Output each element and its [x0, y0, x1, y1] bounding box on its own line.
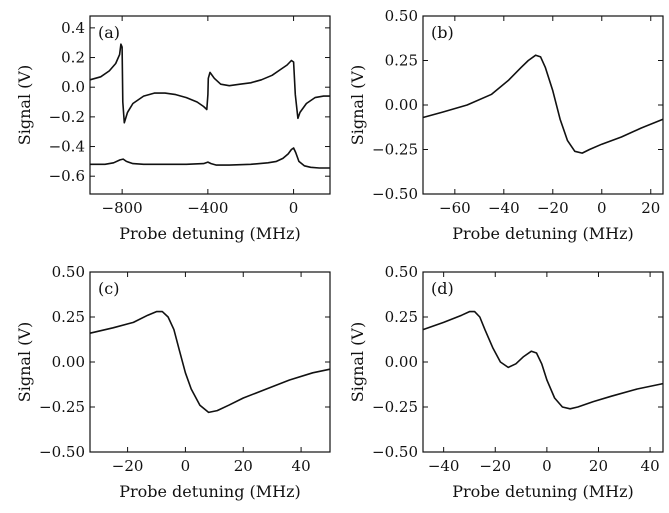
plot-frame-c — [90, 272, 330, 452]
plot-frame-d — [423, 272, 663, 452]
y-tick-label-a: −0.4 — [49, 138, 85, 156]
y-tick-label-c: 0.25 — [52, 308, 85, 326]
y-tick-label-a: −0.6 — [49, 167, 85, 185]
x-axis-label-d: Probe detuning (MHz) — [452, 482, 634, 501]
y-axis-label-c: Signal (V) — [15, 322, 34, 402]
y-axis-label-d: Signal (V) — [348, 322, 367, 402]
y-tick-label-b: −0.50 — [372, 185, 418, 203]
y-tick-label-a: −0.2 — [49, 108, 85, 126]
series-line-a-1 — [90, 44, 330, 123]
x-tick-label-d: 0 — [542, 457, 552, 475]
x-tick-label-b: 0 — [597, 199, 607, 217]
panel-label-d: (d) — [431, 279, 454, 298]
y-tick-label-d: −0.50 — [372, 443, 418, 461]
panel-label-a: (a) — [98, 23, 120, 42]
x-tick-label-d: 20 — [589, 457, 608, 475]
y-tick-label-d: 0.25 — [385, 308, 418, 326]
x-tick-label-a: −400 — [187, 199, 228, 217]
y-axis-label-b: Signal (V) — [348, 65, 367, 145]
series-line-b-1 — [423, 55, 663, 153]
series-line-d-1 — [423, 312, 663, 409]
x-tick-label-c: −20 — [112, 457, 144, 475]
plot-frame-b — [423, 16, 663, 194]
y-axis-label-a: Signal (V) — [15, 65, 34, 145]
x-tick-label-a: −800 — [102, 199, 143, 217]
y-tick-label-a: 0.2 — [61, 49, 85, 67]
panel-c: −20 0 20 40 0.50 0.25 0.00 −0.25 −0.50 Probe detu… — [15, 263, 330, 501]
panel-label-c: (c) — [98, 279, 119, 298]
x-axis-label-b: Probe detuning (MHz) — [452, 224, 634, 243]
x-tick-label-a: 0 — [289, 199, 299, 217]
y-tick-label-d: −0.25 — [372, 398, 418, 416]
y-tick-label-a: 0.4 — [61, 19, 85, 37]
x-tick-label-c: 0 — [181, 457, 191, 475]
x-axis-label-c: Probe detuning (MHz) — [119, 482, 301, 501]
panel-label-b: (b) — [431, 23, 454, 42]
x-tick-label-d: −20 — [479, 457, 511, 475]
x-tick-label-b: 20 — [641, 199, 660, 217]
panel-d: −40 −20 0 20 40 0.50 0.25 0.00 −0.25 −0.50 Probe d… — [348, 263, 663, 501]
series-line-a-2 — [90, 148, 330, 168]
x-tick-label-b: −60 — [439, 199, 471, 217]
y-tick-label-c: −0.50 — [39, 443, 85, 461]
x-tick-label-b: −20 — [537, 199, 569, 217]
y-tick-label-b: 0.50 — [385, 7, 418, 25]
plot-frame-a — [90, 16, 330, 194]
x-tick-label-d: −40 — [428, 457, 460, 475]
y-tick-label-a: 0.0 — [61, 78, 85, 96]
y-tick-label-c: 0.00 — [52, 353, 85, 371]
x-tick-label-b: −40 — [488, 199, 520, 217]
y-tick-label-d: 0.50 — [385, 263, 418, 281]
y-tick-label-b: −0.25 — [372, 141, 418, 159]
y-tick-label-c: −0.25 — [39, 398, 85, 416]
x-tick-label-c: 40 — [292, 457, 311, 475]
y-tick-label-d: 0.00 — [385, 353, 418, 371]
y-tick-label-b: 0.25 — [385, 52, 418, 70]
x-tick-label-d: 40 — [641, 457, 660, 475]
x-axis-label-a: Probe detuning (MHz) — [119, 224, 301, 243]
y-tick-label-b: 0.00 — [385, 96, 418, 114]
panel-a: −800 −400 0 0.4 0.2 0.0 −0.2 −0.4 −0.6 Probe detu… — [15, 16, 330, 243]
x-tick-label-c: 20 — [234, 457, 253, 475]
series-line-c-1 — [90, 312, 330, 413]
y-tick-label-c: 0.50 — [52, 263, 85, 281]
panel-b: −60 −40 −20 0 20 0.50 0.25 0.00 −0.25 −0.50 Probe … — [348, 7, 663, 243]
